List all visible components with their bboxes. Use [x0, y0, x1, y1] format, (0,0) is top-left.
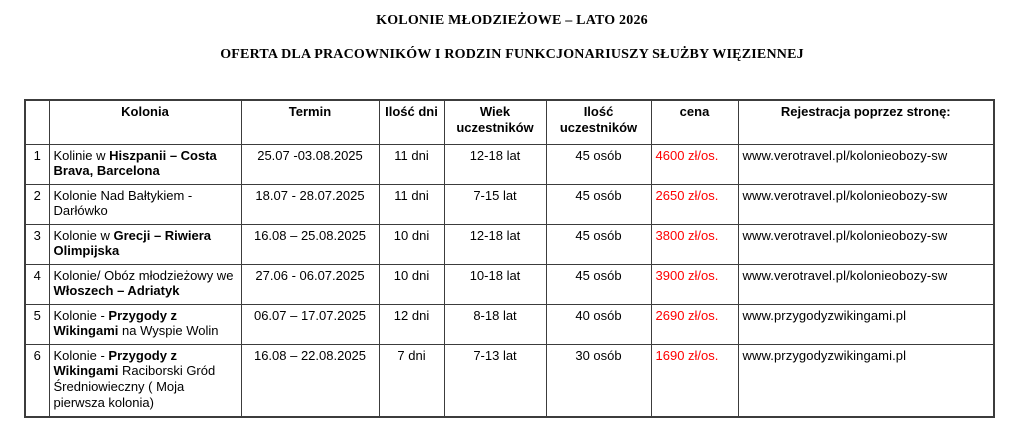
days-cell: 10 dni — [378, 223, 445, 265]
price-cell: 1690 zł/os. — [650, 343, 739, 418]
camp-name-cell: Kolinie w Hiszpanii – Costa Brava, Barce… — [48, 143, 242, 185]
price-cell: 3800 zł/os. — [650, 223, 739, 265]
document-title: KOLONIE MŁODZIEŻOWE – LATO 2026 — [376, 13, 648, 28]
table-row: 6 Kolonie - Przygody z Wikingami Racibors… — [24, 343, 995, 418]
age-cell: 7-13 lat — [443, 343, 547, 418]
row-number-cell: 2 — [24, 183, 50, 225]
camp-name-segment: Kolonie/ Obóz młodzieżowy we — [53, 267, 234, 283]
header-number — [24, 99, 50, 145]
table-row: 1 Kolinie w Hiszpanii – Costa Brava, Barc… — [24, 143, 995, 185]
header-days: Ilość dni — [378, 99, 445, 145]
camp-name-segment: Raciborski Gród Średniowieczny ( Moja pi… — [53, 363, 216, 411]
price-cell: 3900 zł/os. — [650, 263, 739, 305]
age-cell: 7-15 lat — [443, 183, 547, 225]
row-number-cell: 6 — [24, 343, 50, 418]
header-date-range: Termin — [240, 99, 380, 145]
website-cell: www.verotravel.pl/kolonieobozy-sw — [737, 143, 995, 185]
date-range-cell: 25.07 -03.08.2025 — [240, 143, 380, 185]
camps-offer-table: Kolonia Termin Ilość dni Wiek uczestnikó… — [24, 99, 995, 418]
camp-name-segment: Kolinie w — [53, 147, 110, 163]
days-cell: 10 dni — [378, 263, 445, 305]
days-cell: 11 dni — [378, 183, 445, 225]
row-number-cell: 5 — [24, 303, 50, 345]
capacity-cell: 40 osób — [545, 303, 652, 345]
capacity-cell: 45 osób — [545, 183, 652, 225]
header-camp-name: Kolonia — [48, 99, 242, 145]
age-cell: 12-18 lat — [443, 223, 547, 265]
camp-name-segment: Włoszech – Adriatyk — [53, 283, 180, 299]
table-row: 3 Kolonie w Grecji – Riwiera Olimpijska 16… — [24, 223, 995, 265]
camp-name-cell: Kolonie/ Obóz młodzieżowy we Włoszech – … — [48, 263, 242, 305]
age-cell: 8-18 lat — [443, 303, 547, 345]
date-range-cell: 16.08 – 25.08.2025 — [240, 223, 380, 265]
camp-name-segment: Hiszpanii – Costa Brava, Barcelona — [53, 147, 217, 179]
table-row: 4 Kolonie/ Obóz młodzieżowy we Włoszech –… — [24, 263, 995, 305]
camp-name-segment: Kolonie Nad Bałtykiem - Darłówko — [53, 187, 193, 219]
camp-name-segment: Kolonie - — [53, 307, 109, 323]
row-number-cell: 1 — [24, 143, 50, 185]
header-capacity: Ilość uczestników — [545, 99, 652, 145]
header-price: cena — [650, 99, 739, 145]
price-cell: 2690 zł/os. — [650, 303, 739, 345]
website-cell: www.verotravel.pl/kolonieobozy-sw — [737, 263, 995, 305]
row-number-cell: 4 — [24, 263, 50, 305]
camp-name-cell: Kolonie w Grecji – Riwiera Olimpijska — [48, 223, 242, 265]
header-row: Kolonia Termin Ilość dni Wiek uczestnikó… — [24, 99, 995, 145]
table-row: 2 Kolonie Nad Bałtykiem - Darłówko 18.07 -… — [24, 183, 995, 225]
capacity-cell: 45 osób — [545, 143, 652, 185]
date-range-cell: 27.06 - 06.07.2025 — [240, 263, 380, 305]
camp-name-segment: na Wyspie Wolin — [118, 323, 219, 339]
website-cell: www.verotravel.pl/kolonieobozy-sw — [737, 183, 995, 225]
date-range-cell: 06.07 – 17.07.2025 — [240, 303, 380, 345]
camp-name-segment: Przygody z Wikingami — [53, 347, 178, 379]
date-range-cell: 16.08 – 22.08.2025 — [240, 343, 380, 418]
camp-name-cell: Kolonie - Przygody z Wikingami na Wyspie… — [48, 303, 242, 345]
camp-name-segment: Kolonie w — [53, 227, 114, 243]
document-subtitle: OFERTA DLA PRACOWNIKÓW I RODZIN FUNKCJON… — [220, 47, 804, 62]
date-range-cell: 18.07 - 28.07.2025 — [240, 183, 380, 225]
age-cell: 12-18 lat — [443, 143, 547, 185]
price-cell: 2650 zł/os. — [650, 183, 739, 225]
header-age: Wiek uczestników — [443, 99, 547, 145]
days-cell: 12 dni — [378, 303, 445, 345]
camp-name-segment: Przygody z Wikingami — [53, 307, 178, 339]
age-cell: 10-18 lat — [443, 263, 547, 305]
camp-name-segment: Grecji – Riwiera Olimpijska — [53, 227, 212, 259]
table-row: 5 Kolonie - Przygody z Wikingami na Wyspi… — [24, 303, 995, 345]
table-header: Kolonia Termin Ilość dni Wiek uczestnikó… — [24, 99, 995, 145]
website-cell: www.przygodyzwikingami.pl — [737, 303, 995, 345]
capacity-cell: 45 osób — [545, 223, 652, 265]
price-cell: 4600 zł/os. — [650, 143, 739, 185]
row-number-cell: 3 — [24, 223, 50, 265]
website-cell: www.przygodyzwikingami.pl — [737, 343, 995, 418]
header-registration-site: Rejestracja poprzez stronę: — [737, 99, 995, 145]
camp-name-cell: Kolonie Nad Bałtykiem - Darłówko — [48, 183, 242, 225]
table-body: 1 Kolinie w Hiszpanii – Costa Brava, Barc… — [24, 143, 995, 418]
website-cell: www.verotravel.pl/kolonieobozy-sw — [737, 223, 995, 265]
capacity-cell: 45 osób — [545, 263, 652, 305]
days-cell: 7 dni — [378, 343, 445, 418]
camp-name-segment: Kolonie - — [53, 347, 109, 363]
capacity-cell: 30 osób — [545, 343, 652, 418]
camp-name-cell: Kolonie - Przygody z Wikingami Raciborsk… — [48, 343, 242, 418]
days-cell: 11 dni — [378, 143, 445, 185]
